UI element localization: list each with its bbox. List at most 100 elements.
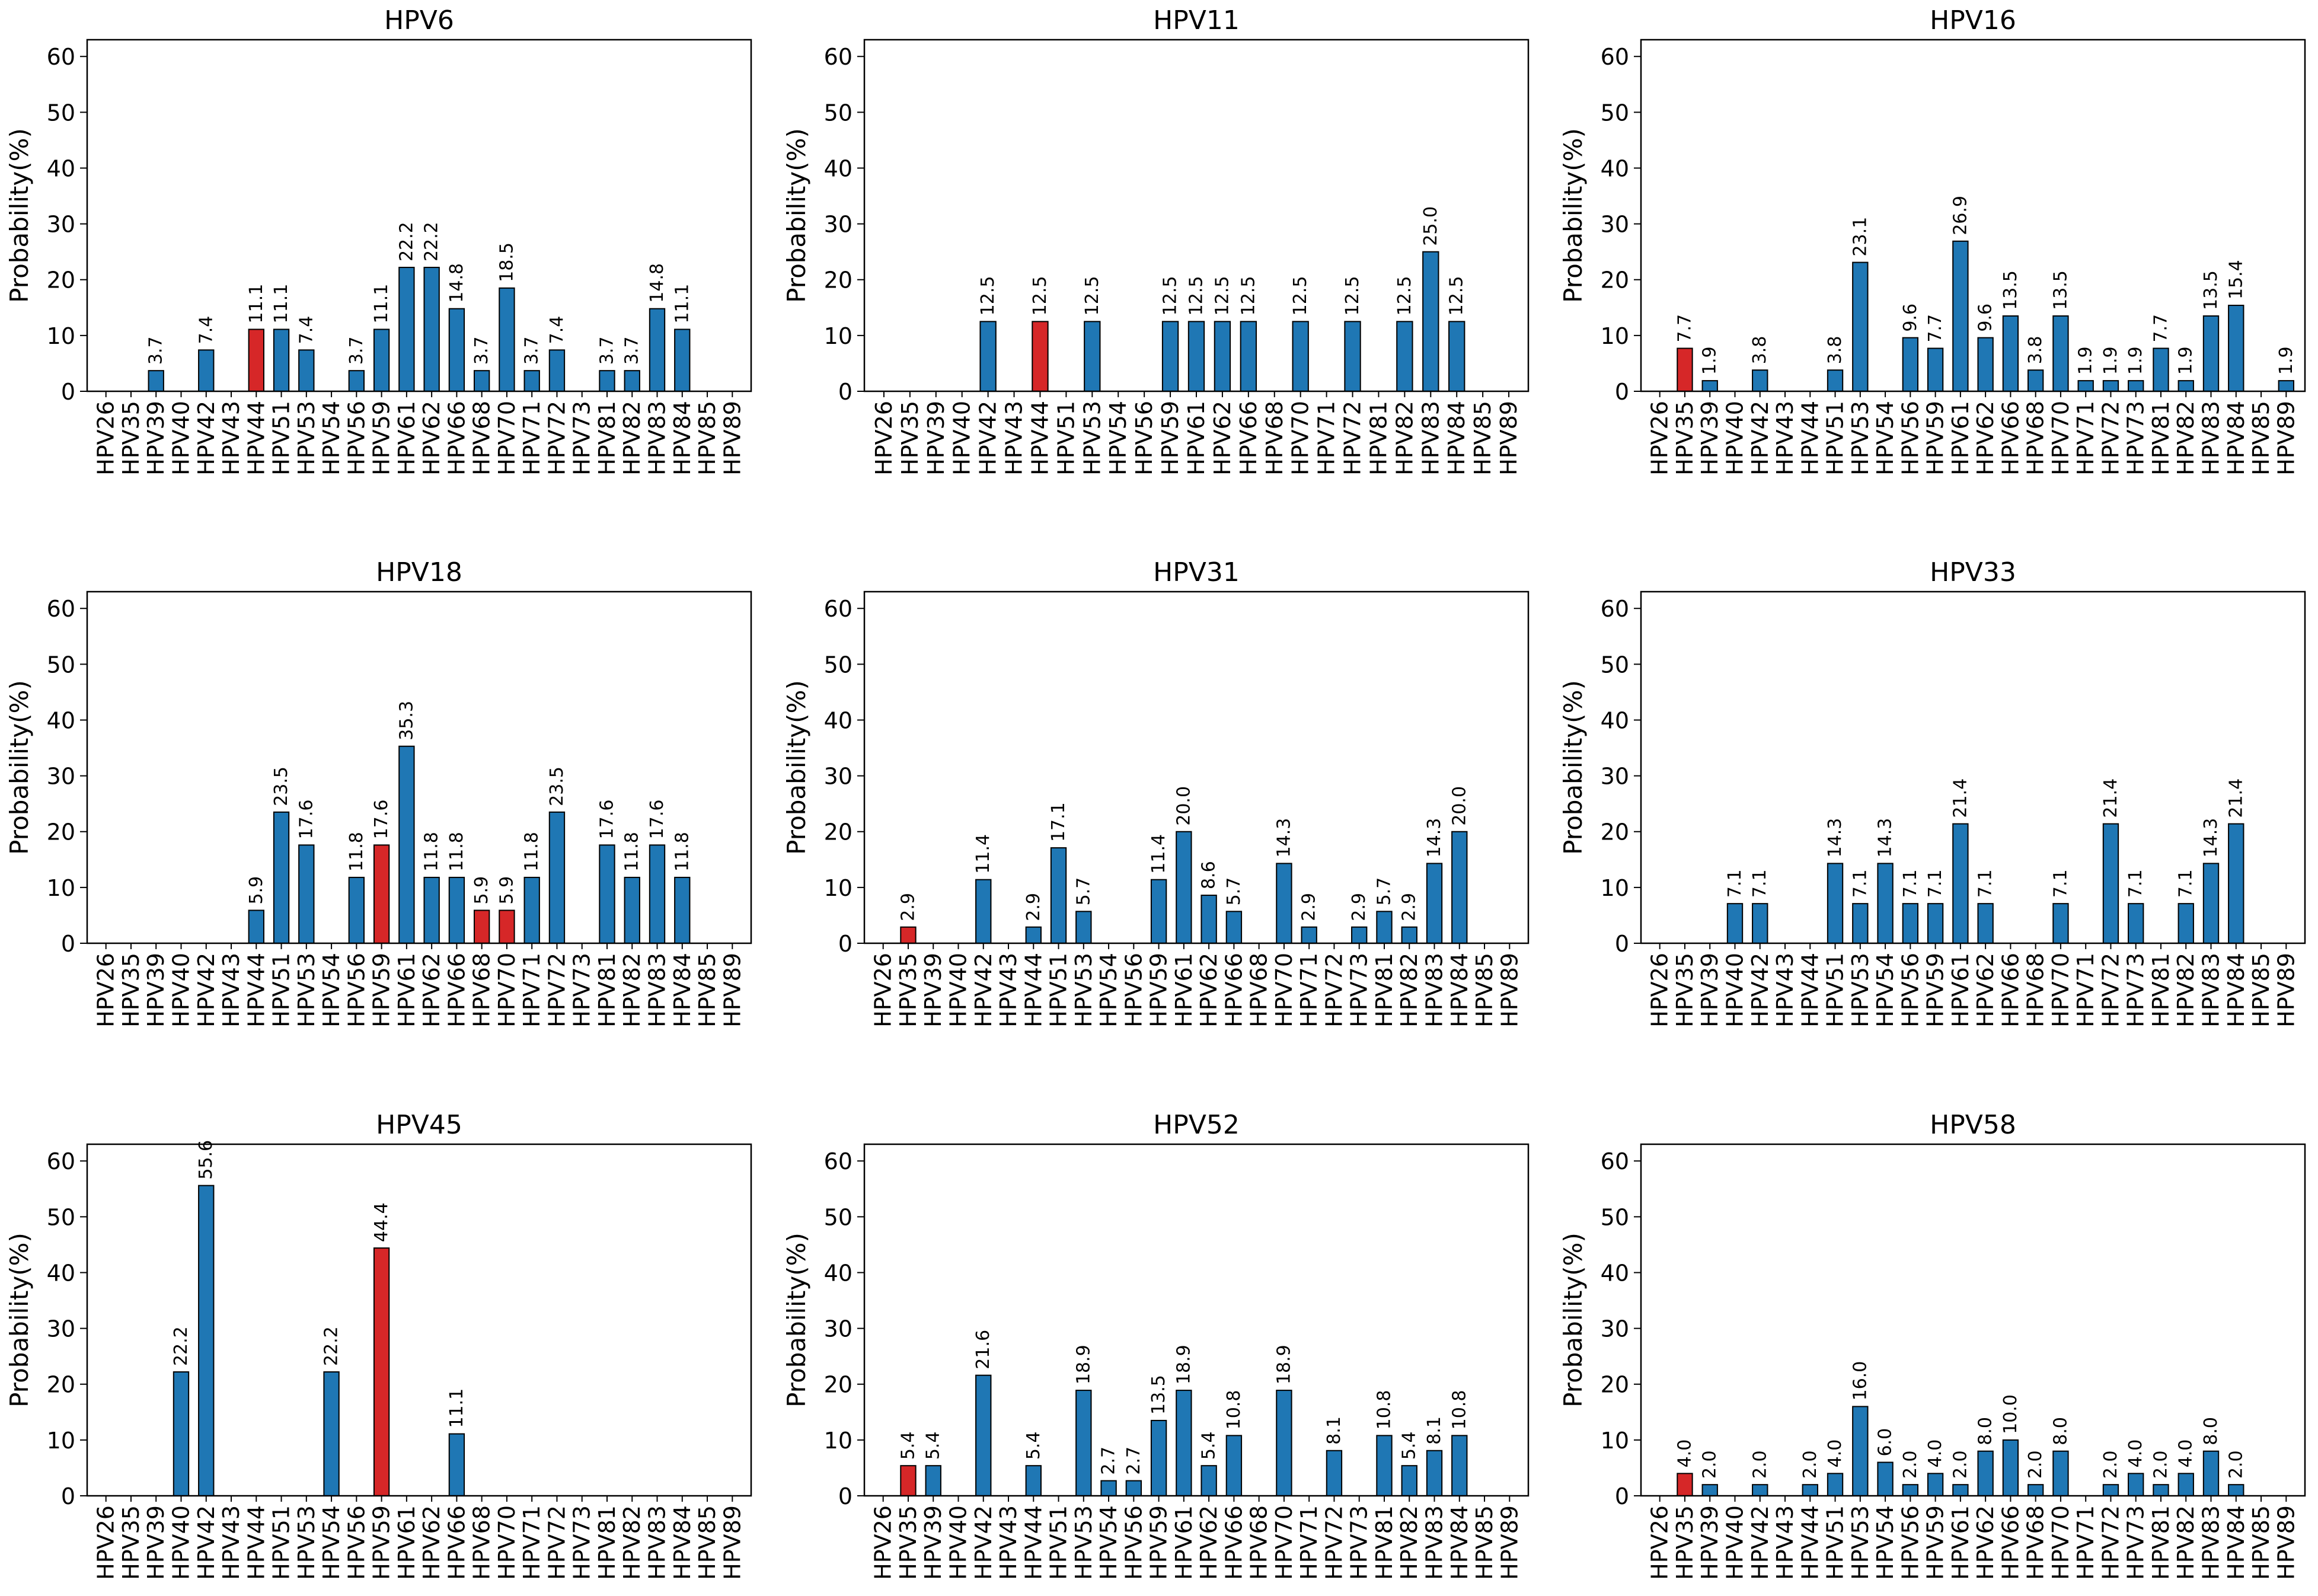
- bar-value-label: 3.8: [1825, 336, 1846, 365]
- bar: [1977, 903, 1994, 944]
- y-tick-label: 60: [47, 596, 75, 622]
- x-tick-label: HPV35: [895, 1505, 921, 1580]
- bar: [398, 267, 415, 392]
- bar-value-label: 5.4: [1199, 1431, 1219, 1460]
- bar-value-label: 20.0: [1449, 786, 1470, 826]
- bar-value-label: 7.4: [296, 316, 317, 344]
- bar-value-label: 21.6: [973, 1330, 994, 1370]
- y-tick-label: 40: [824, 1260, 853, 1286]
- x-tick-label: HPV42: [193, 953, 219, 1027]
- bar-value-label: 13.5: [2201, 270, 2221, 310]
- x-tick-label: HPV26: [93, 953, 119, 1027]
- bar: [2102, 380, 2119, 392]
- bar-value-label: 11.1: [271, 284, 292, 324]
- bar-value-label: 4.0: [1674, 1439, 1695, 1468]
- x-tick-label: HPV66: [1221, 953, 1247, 1027]
- x-tick-label: HPV73: [569, 953, 595, 1027]
- x-tick-label: HPV44: [243, 953, 269, 1027]
- x-tick-label: HPV73: [2123, 953, 2149, 1027]
- bar-value-label: 7.1: [2176, 869, 2196, 898]
- x-tick-label: HPV85: [1471, 953, 1498, 1027]
- bar: [2052, 1450, 2069, 1497]
- bar-value-label: 2.9: [898, 893, 918, 921]
- x-tick-label: HPV26: [871, 401, 897, 475]
- x-tick-label: HPV26: [870, 1505, 896, 1580]
- x-tick-label: HPV39: [920, 1505, 946, 1580]
- x-tick-label: HPV42: [1747, 953, 1773, 1027]
- bar: [1125, 1480, 1142, 1496]
- bar-value-label: 23.1: [1850, 217, 1870, 257]
- bar: [674, 876, 691, 944]
- bar-value-label: 7.1: [2050, 869, 2071, 898]
- x-tick-label: HPV26: [93, 401, 119, 475]
- bar-value-label: 12.5: [1160, 276, 1181, 316]
- bar-value-label: 2.0: [2025, 1450, 2046, 1479]
- x-tick-label: HPV62: [419, 953, 445, 1027]
- plot-frame: [1640, 590, 2306, 944]
- x-tick-label: HPV84: [669, 401, 695, 475]
- bar-value-label: 14.3: [2201, 818, 2221, 858]
- x-tick-label: HPV53: [293, 401, 320, 475]
- x-tick-label: HPV72: [544, 401, 570, 475]
- bar: [1200, 1465, 1217, 1496]
- bar-value-label: 20.0: [1173, 786, 1194, 826]
- bar: [624, 876, 640, 944]
- bar-value-label: 5.4: [898, 1431, 918, 1460]
- x-tick-label: HPV68: [2023, 953, 2049, 1027]
- bar: [1161, 321, 1179, 392]
- y-axis-label: Probability(%): [5, 1233, 34, 1407]
- bar: [1351, 926, 1368, 944]
- bar-value-label: 6.0: [1875, 1428, 1896, 1457]
- bar: [1150, 1419, 1167, 1496]
- y-axis-label: Probability(%): [1559, 680, 1588, 855]
- x-tick-label: HPV62: [1196, 1505, 1222, 1580]
- x-tick-label: HPV44: [1027, 401, 1053, 475]
- x-tick-label: HPV70: [1288, 401, 1314, 475]
- x-tick-label: HPV51: [1046, 953, 1072, 1027]
- x-tick-label: HPV83: [1417, 401, 1444, 475]
- bar-value-label: 7.7: [2150, 314, 2171, 343]
- bar: [1025, 926, 1042, 944]
- x-tick-label: HPV71: [519, 953, 545, 1027]
- x-tick-label: HPV81: [594, 401, 620, 475]
- y-tick-label: 20: [47, 1372, 75, 1398]
- bar-highlight: [373, 844, 390, 944]
- x-tick-label: HPV56: [343, 953, 369, 1027]
- bar-value-label: 11.1: [672, 284, 692, 324]
- chart-title: HPV6: [384, 5, 454, 36]
- chart-panel: HPV16 Probability(%) 0 10 20 30 40 50 60 HPV26 7.7…: [1559, 5, 2306, 475]
- bar: [2177, 1473, 2194, 1496]
- y-axis-label: Probability(%): [782, 128, 811, 303]
- chart-panel: HPV31 Probability(%) 0 10 20 30 40 50 60 HPV26 2.9…: [782, 557, 1530, 1027]
- x-tick-label: HPV72: [2097, 953, 2124, 1027]
- bar-value-label: 7.1: [1925, 869, 1946, 898]
- bar-value-label: 3.7: [471, 336, 492, 365]
- bar-value-label: 17.6: [647, 800, 668, 840]
- x-tick-label: HPV84: [669, 953, 695, 1027]
- x-tick-label: HPV59: [1923, 401, 1949, 475]
- x-tick-label: HPV72: [1321, 1505, 1347, 1580]
- x-tick-label: HPV26: [1647, 401, 1673, 475]
- x-tick-label: HPV89: [719, 1505, 745, 1580]
- bar-value-label: 18.5: [496, 242, 517, 282]
- x-tick-label: HPV72: [544, 953, 570, 1027]
- x-tick-label: HPV56: [343, 401, 369, 475]
- x-tick-label: HPV53: [1079, 401, 1105, 475]
- x-tick-label: HPV42: [975, 401, 1001, 475]
- bar-highlight: [473, 909, 490, 944]
- bar: [2177, 380, 2194, 392]
- bar: [248, 909, 264, 944]
- x-tick-label: HPV39: [1697, 953, 1723, 1027]
- bar-value-label: 35.3: [396, 701, 417, 740]
- bar: [198, 349, 215, 392]
- y-tick-label: 40: [824, 155, 853, 181]
- bar-value-label: 18.9: [1173, 1345, 1194, 1384]
- x-tick-label: HPV51: [269, 953, 295, 1027]
- x-tick-label: HPV70: [1271, 1505, 1297, 1580]
- x-tick-label: HPV85: [1471, 1505, 1498, 1580]
- bar-value-label: 12.5: [1212, 276, 1233, 316]
- bar: [1701, 380, 1718, 392]
- x-tick-label: HPV89: [2273, 401, 2299, 475]
- bar: [1200, 895, 1217, 944]
- bar: [599, 844, 615, 944]
